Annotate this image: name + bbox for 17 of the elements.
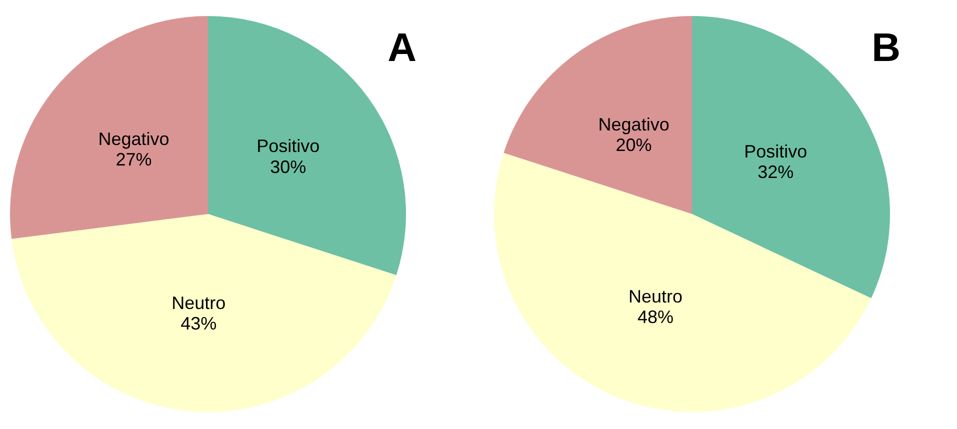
pie-slice xyxy=(10,16,208,239)
pie-slice xyxy=(12,214,396,412)
slice-label: Positivo xyxy=(256,136,320,156)
pie-slice xyxy=(504,16,692,214)
data-label: 43% xyxy=(180,314,217,334)
slice-label: Positivo xyxy=(744,141,808,162)
data-label: 48% xyxy=(638,307,674,328)
data-label: 20% xyxy=(616,135,652,156)
data-label: 32% xyxy=(758,162,794,182)
slice-label: Negativo xyxy=(98,128,170,149)
slice-label: Negativo xyxy=(598,114,670,134)
data-label: 30% xyxy=(270,156,306,177)
slice-label: Neutro xyxy=(172,292,226,313)
slice-label: Neutro xyxy=(628,286,683,306)
chart-title: A xyxy=(388,26,416,70)
chart-title: B xyxy=(872,26,900,70)
data-label: 27% xyxy=(116,150,152,170)
